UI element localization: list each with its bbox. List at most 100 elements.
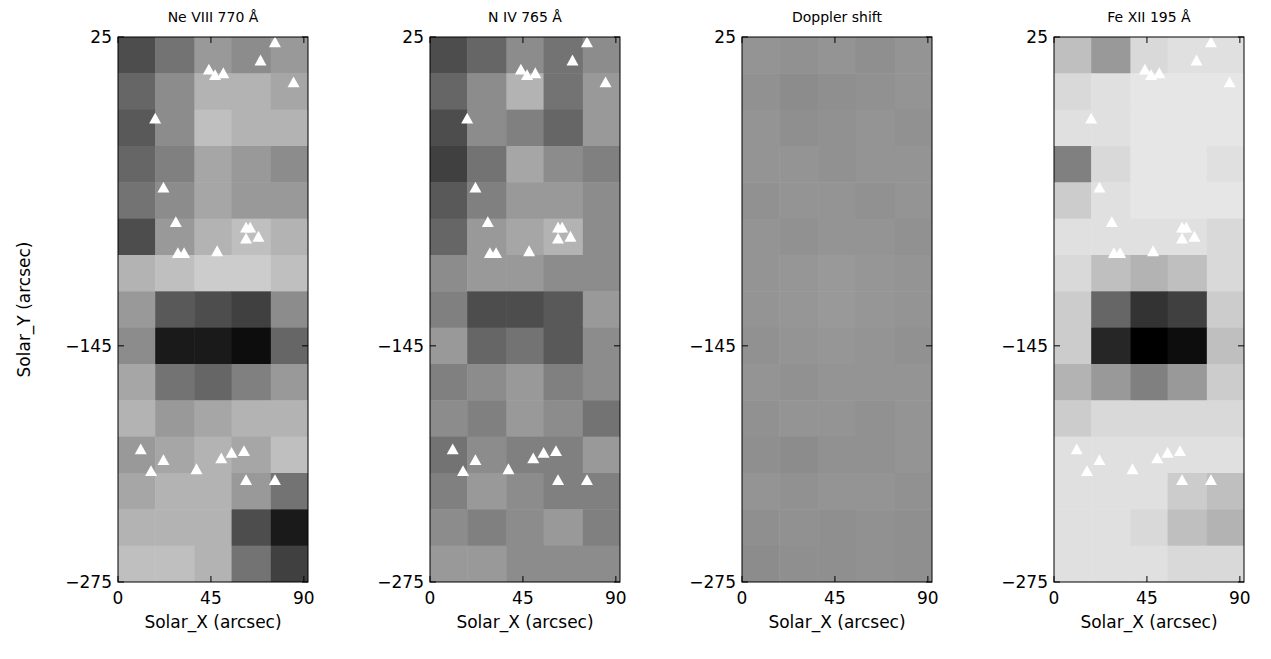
- cell: [118, 400, 156, 437]
- cell: [467, 328, 507, 365]
- cell: [856, 546, 896, 582]
- cell: [232, 110, 272, 147]
- cell: [1054, 509, 1092, 546]
- x-tick: [1146, 576, 1147, 582]
- y-tick: [742, 37, 748, 38]
- cell: [232, 400, 272, 437]
- cell: [895, 255, 932, 292]
- cell: [430, 473, 468, 510]
- triangle-marker: [1081, 465, 1093, 476]
- cell: [742, 328, 780, 365]
- cell: [506, 291, 544, 328]
- cell: [818, 110, 856, 147]
- triangle-marker: [600, 76, 612, 87]
- x-tick-label: 0: [737, 588, 748, 608]
- y-tick: [926, 37, 932, 38]
- cell: [1091, 400, 1131, 437]
- triangle-marker: [521, 69, 533, 80]
- x-tick: [1054, 37, 1055, 43]
- cell: [155, 182, 195, 219]
- cell: [506, 473, 544, 510]
- y-axis-title: Solar_Y (arcsec): [14, 242, 35, 378]
- x-tick: [210, 576, 211, 582]
- y-tick: [926, 582, 932, 583]
- cell: [1207, 110, 1244, 147]
- cell: [506, 328, 544, 365]
- x-tick-label: 90: [917, 588, 939, 608]
- triangle-marker: [288, 76, 300, 87]
- triangle-marker: [581, 37, 593, 47]
- cell: [895, 400, 932, 437]
- cell: [271, 437, 308, 474]
- cell: [583, 255, 620, 292]
- y-tick-label: −145: [377, 336, 424, 356]
- cell: [232, 328, 272, 365]
- cell: [1130, 146, 1168, 183]
- cell: [895, 473, 932, 510]
- y-tick: [302, 37, 308, 38]
- cell: [118, 73, 156, 110]
- cell: [1054, 473, 1092, 510]
- cell: [856, 473, 896, 510]
- x-tick: [927, 37, 928, 43]
- cell: [583, 400, 620, 437]
- triangle-marker: [255, 55, 267, 66]
- cell: [1168, 546, 1208, 582]
- cell: [232, 146, 272, 183]
- cell: [271, 182, 308, 219]
- cell: [467, 291, 507, 328]
- x-tick-label: 45: [200, 588, 222, 608]
- cell: [779, 546, 819, 582]
- cell: [1091, 146, 1131, 183]
- cell: [506, 255, 544, 292]
- y-tick-label: −275: [689, 572, 736, 592]
- cell: [856, 328, 896, 365]
- triangle-marker: [135, 443, 147, 454]
- triangle-marker: [178, 247, 190, 258]
- x-tick: [834, 37, 835, 43]
- y-tick: [1054, 37, 1060, 38]
- cell: [742, 473, 780, 510]
- cell: [1054, 146, 1092, 183]
- cell: [895, 37, 932, 74]
- triangle-marker: [1151, 452, 1163, 463]
- cell: [1168, 473, 1208, 510]
- cell: [1054, 182, 1092, 219]
- cell: [779, 110, 819, 147]
- cell: [232, 182, 272, 219]
- cell: [271, 255, 308, 292]
- cell: [467, 437, 507, 474]
- triangle-marker: [1176, 233, 1188, 244]
- cell: [1168, 328, 1208, 365]
- cell: [118, 110, 156, 147]
- cell: [818, 219, 856, 256]
- triangle-marker: [1205, 474, 1217, 485]
- cell: [467, 37, 507, 74]
- cell: [194, 182, 232, 219]
- cell: [895, 182, 932, 219]
- cell: [544, 364, 584, 401]
- cell: [467, 509, 507, 546]
- cell: [742, 146, 780, 183]
- x-tick: [118, 37, 119, 43]
- cell: [430, 146, 468, 183]
- triangle-marker: [145, 465, 157, 476]
- y-tick: [1238, 582, 1244, 583]
- cell: [856, 364, 896, 401]
- y-tick-label: −145: [689, 336, 736, 356]
- y-tick: [1238, 345, 1244, 346]
- cell: [1207, 146, 1244, 183]
- image: [118, 37, 308, 582]
- cell: [856, 291, 896, 328]
- cell: [232, 291, 272, 328]
- x-tick: [834, 576, 835, 582]
- cell: [1130, 364, 1168, 401]
- cell: [1054, 73, 1092, 110]
- y-tick: [1054, 345, 1060, 346]
- x-tick: [522, 576, 523, 582]
- cell: [1168, 255, 1208, 292]
- cell: [118, 509, 156, 546]
- x-tick: [522, 37, 523, 43]
- y-tick: [614, 582, 620, 583]
- cell: [1054, 400, 1092, 437]
